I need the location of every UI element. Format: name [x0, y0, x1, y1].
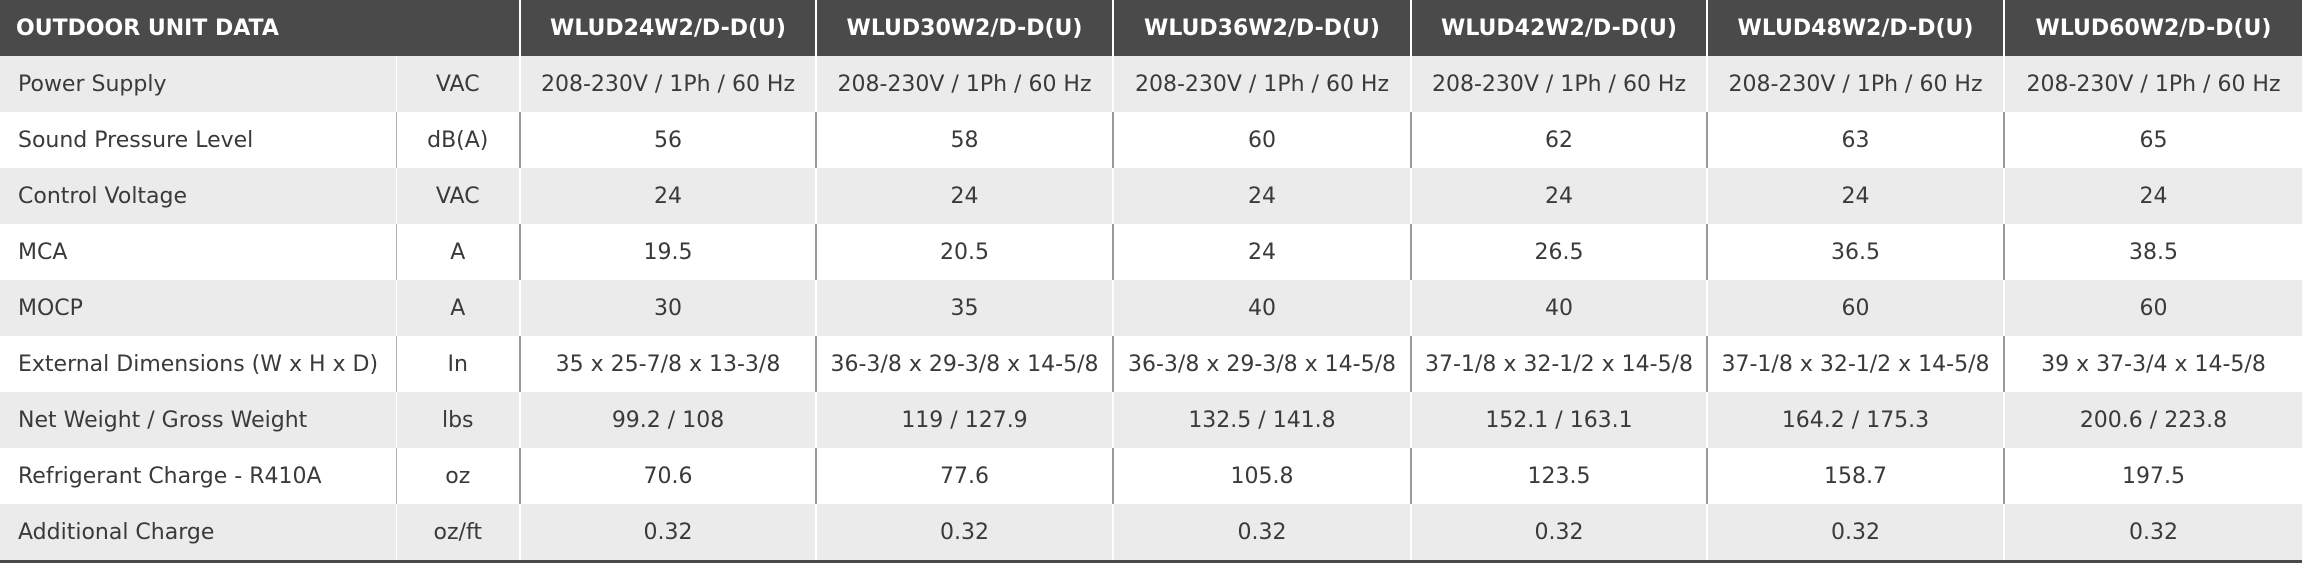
table-body: Power Supply VAC 208-230V / 1Ph / 60 Hz 208…: [0, 56, 2302, 563]
row-unit: In: [396, 336, 521, 392]
model-header: WLUD24W2/D-D(U): [520, 0, 817, 56]
row-label: Additional Charge: [0, 504, 397, 563]
cell-value: 60: [1707, 280, 2005, 336]
row-label: Net Weight / Gross Weight: [0, 392, 397, 448]
cell-value: 197.5: [2122, 463, 2185, 489]
table-row: MOCP A 30 35 40 40 60 60: [0, 280, 2302, 336]
cell-value: 40: [1411, 280, 1708, 336]
table-row: MCA A 19.5 20.5 24 26.5 36.5 38.5: [0, 224, 2302, 280]
cell-value: 38.5: [2129, 239, 2178, 265]
row-unit: VAC: [396, 168, 521, 224]
table-row: Control Voltage VAC 24 24 24 24 24 24: [0, 168, 2302, 224]
cell-value: 62: [1411, 112, 1708, 168]
cell-value: 35: [816, 280, 1114, 336]
row-unit: oz/ft: [396, 504, 521, 563]
table-row: External Dimensions (W x H x D) In 35 x 25…: [0, 336, 2302, 392]
row-unit: A: [396, 224, 521, 280]
cell-value: 56: [520, 112, 817, 168]
table-row: Power Supply VAC 208-230V / 1Ph / 60 Hz 208…: [0, 56, 2302, 112]
cell-value: 208-230V / 1Ph / 60 Hz: [520, 56, 817, 112]
cell-value: 37-1/8 x 32-1/2 x 14-5/8: [1707, 336, 2005, 392]
cell-value: 0.32: [2004, 504, 2302, 563]
cell-value: 24: [1113, 224, 1412, 280]
row-unit: lbs: [396, 392, 521, 448]
cell-value: 24: [1707, 168, 2005, 224]
cell-value: 19.5: [520, 224, 817, 280]
row-label: Sound Pressure Level: [0, 112, 397, 168]
cell-value: 132.5 / 141.8: [1113, 392, 1412, 448]
row-label: Control Voltage: [0, 168, 397, 224]
cell-value: 0.32: [520, 504, 817, 563]
cell-value: 39 x 37-3/4 x 14-5/8: [2041, 351, 2266, 377]
cell-value: 65: [2139, 127, 2168, 153]
cell-value: 60: [1113, 112, 1412, 168]
row-unit: VAC: [396, 56, 521, 112]
row-unit: oz: [396, 448, 521, 504]
row-label: MCA: [0, 224, 397, 280]
cell-value: 119 / 127.9: [816, 392, 1114, 448]
cell-value: 70.6: [520, 448, 817, 504]
cell-value: 105.8: [1113, 448, 1412, 504]
cell-value: 123.5: [1411, 448, 1708, 504]
cell-value: 208-230V / 1Ph / 60 Hz: [816, 56, 1114, 112]
model-header: WLUD42W2/D-D(U): [1411, 0, 1708, 56]
cell-value: 200.6 / 223.8: [2004, 392, 2302, 448]
cell-value: 20.5: [816, 224, 1114, 280]
cell-value: 208-230V / 1Ph / 60 Hz: [2004, 56, 2302, 112]
cell-value: 208-230V / 1Ph / 60 Hz: [1411, 56, 1708, 112]
cell-value: 26.5: [1411, 224, 1708, 280]
cell-value: 77.6: [816, 448, 1114, 504]
cell-value: 24: [2004, 168, 2302, 224]
header-row: OUTDOOR UNIT DATA WLUD24W2/D-D(U) WLUD30W…: [0, 0, 2302, 56]
row-label: MOCP: [0, 280, 397, 336]
cell-value: 30: [520, 280, 817, 336]
cell-value: 40: [1113, 280, 1412, 336]
row-unit: dB(A): [396, 112, 521, 168]
cell-value: 164.2 / 175.3: [1707, 392, 2005, 448]
table-header: OUTDOOR UNIT DATA WLUD24W2/D-D(U) WLUD30W…: [0, 0, 2302, 56]
table-row: Sound Pressure Level dB(A) 56 58 60 62 63 65: [0, 112, 2302, 168]
model-header: WLUD48W2/D-D(U): [1707, 0, 2005, 56]
cell-value: 0.32: [816, 504, 1114, 563]
row-unit: A: [396, 280, 521, 336]
table-title: OUTDOOR UNIT DATA: [0, 0, 521, 56]
table-row: Net Weight / Gross Weight lbs 99.2 / 108 11…: [0, 392, 2302, 448]
cell-value: 24: [520, 168, 817, 224]
row-label: Refrigerant Charge - R410A: [0, 448, 397, 504]
cell-value: 99.2 / 108: [520, 392, 817, 448]
row-label: Power Supply: [0, 56, 397, 112]
cell-value: 36.5: [1707, 224, 2005, 280]
row-label: External Dimensions (W x H x D): [0, 336, 397, 392]
table-row: Additional Charge oz/ft 0.32 0.32 0.32 0.32 0.…: [0, 504, 2302, 563]
model-header: WLUD60W2/D-D(U): [2004, 0, 2302, 56]
cell-value: 58: [816, 112, 1114, 168]
cell-value: 208-230V / 1Ph / 60 Hz: [1707, 56, 2005, 112]
cell-value: 63: [1707, 112, 2005, 168]
cell-value: 37-1/8 x 32-1/2 x 14-5/8: [1411, 336, 1708, 392]
cell-value: 208-230V / 1Ph / 60 Hz: [1113, 56, 1412, 112]
model-header: WLUD30W2/D-D(U): [816, 0, 1114, 56]
cell-value: 36-3/8 x 29-3/8 x 14-5/8: [1113, 336, 1412, 392]
cell-value: 24: [1113, 168, 1412, 224]
cell-value: 36-3/8 x 29-3/8 x 14-5/8: [816, 336, 1114, 392]
cell-value: 60: [2004, 280, 2302, 336]
cell-value: 158.7: [1707, 448, 2005, 504]
cell-value: 0.32: [1707, 504, 2005, 563]
cell-value: 152.1 / 163.1: [1411, 392, 1708, 448]
cell-value: 0.32: [1113, 504, 1412, 563]
cell-value: 0.32: [1411, 504, 1708, 563]
table-row: Refrigerant Charge - R410A oz 70.6 77.6 105.…: [0, 448, 2302, 504]
cell-value: 24: [1411, 168, 1708, 224]
cell-value: 24: [816, 168, 1114, 224]
cell-value: 35 x 25-7/8 x 13-3/8: [520, 336, 817, 392]
model-header: WLUD36W2/D-D(U): [1113, 0, 1412, 56]
